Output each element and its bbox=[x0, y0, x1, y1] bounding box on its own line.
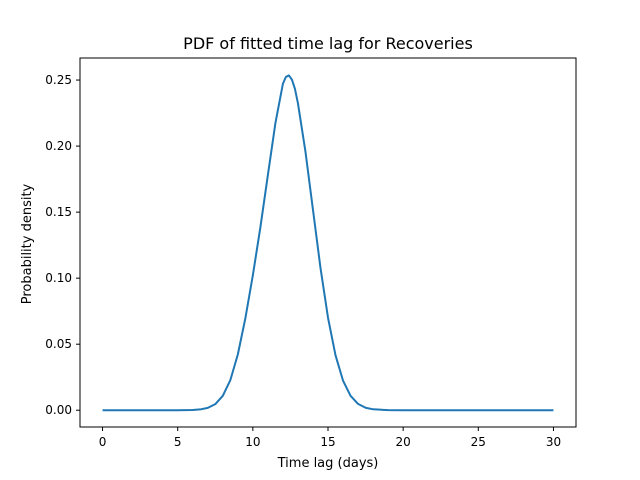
x-tick-label: 30 bbox=[546, 435, 561, 449]
y-axis-ticks: 0.00 0.05 0.10 0.15 0.20 0.25 bbox=[45, 73, 80, 417]
x-tick-label: 25 bbox=[471, 435, 486, 449]
x-tick-label: 15 bbox=[320, 435, 335, 449]
y-axis-label: Probability density bbox=[20, 183, 35, 304]
x-tick-label: 10 bbox=[245, 435, 260, 449]
pdf-series-line bbox=[102, 74, 554, 412]
x-axis-label: Time lag (days) bbox=[277, 456, 379, 471]
x-tick-label: 0 bbox=[99, 435, 107, 449]
chart-title: PDF of fitted time lag for Recoveries bbox=[183, 34, 473, 53]
y-tick-label: 0.10 bbox=[45, 271, 72, 285]
axes-frame bbox=[79, 57, 577, 428]
plot-area bbox=[79, 57, 577, 428]
y-tick-label: 0.25 bbox=[45, 73, 72, 87]
y-tick-label: 0.20 bbox=[45, 139, 72, 153]
x-tick-label: 20 bbox=[396, 435, 411, 449]
x-axis-ticks: 0 5 10 15 20 25 30 bbox=[99, 427, 561, 449]
y-tick-label: 0.00 bbox=[45, 403, 72, 417]
y-tick-label: 0.15 bbox=[45, 205, 72, 219]
y-tick-label: 0.05 bbox=[45, 337, 72, 351]
x-tick-label: 5 bbox=[174, 435, 182, 449]
